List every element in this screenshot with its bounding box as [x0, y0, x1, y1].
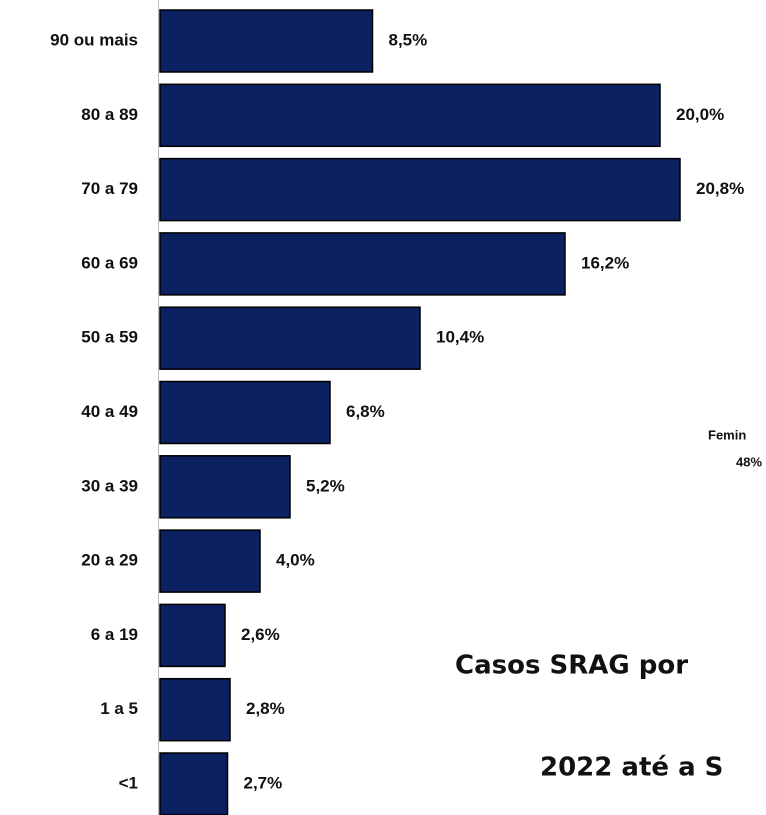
category-label: 1 a 5	[100, 699, 138, 718]
value-label: 20,8%	[696, 179, 744, 198]
category-label: 6 a 19	[91, 625, 138, 644]
bar	[159, 603, 226, 668]
bar	[159, 232, 566, 296]
bar	[159, 83, 661, 148]
annotation: 2022 até a S	[540, 753, 723, 783]
value-label: 2,7%	[244, 773, 283, 792]
annotation: Casos SRAG por	[455, 651, 688, 681]
bar	[159, 752, 229, 815]
category-label: <1	[119, 773, 138, 792]
category-label: 40 a 49	[81, 402, 138, 421]
category-label: 80 a 89	[81, 105, 138, 124]
value-label: 2,8%	[246, 699, 285, 718]
value-label: 5,2%	[306, 476, 345, 495]
value-label: 8,5%	[389, 30, 428, 49]
value-label: 2,6%	[241, 625, 280, 644]
value-label: 20,0%	[676, 105, 724, 124]
category-label: 70 a 79	[81, 179, 138, 198]
value-label: 6,8%	[346, 402, 385, 421]
bar	[159, 306, 421, 370]
value-label: 16,2%	[581, 253, 629, 272]
bar	[159, 9, 374, 73]
bar	[159, 455, 291, 519]
value-label: 10,4%	[436, 328, 484, 347]
category-label: 50 a 59	[81, 328, 138, 347]
category-label: 30 a 39	[81, 476, 138, 495]
bar	[159, 529, 261, 593]
annotation: Femin	[708, 427, 746, 442]
annotation: 48%	[736, 454, 762, 469]
bar	[159, 380, 331, 445]
category-label: 90 ou mais	[50, 30, 138, 49]
category-label: 20 a 29	[81, 551, 138, 570]
bar	[159, 677, 231, 742]
category-label: 60 a 69	[81, 253, 138, 272]
bar	[159, 157, 681, 222]
value-label: 4,0%	[276, 551, 315, 570]
